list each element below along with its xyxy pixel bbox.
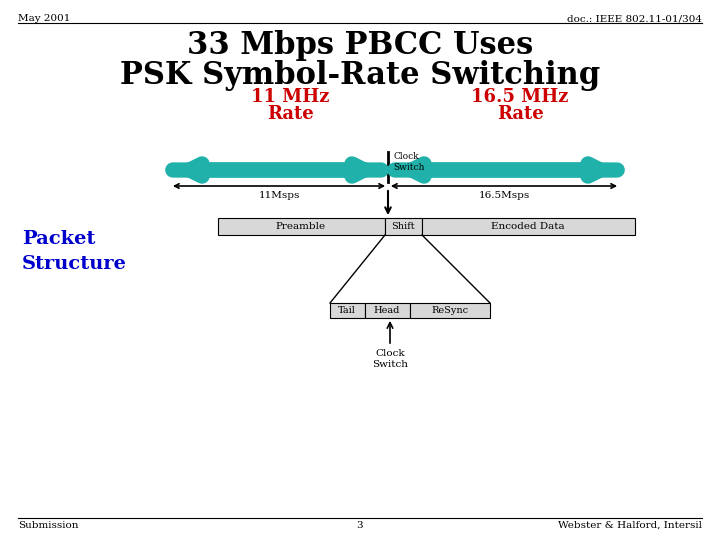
- FancyBboxPatch shape: [385, 218, 422, 235]
- Text: Webster & Halford, Intersil: Webster & Halford, Intersil: [558, 521, 702, 530]
- FancyBboxPatch shape: [365, 303, 410, 318]
- Text: Head: Head: [374, 306, 400, 315]
- Text: ReSync: ReSync: [431, 306, 469, 315]
- Text: PSK Symbol-Rate Switching: PSK Symbol-Rate Switching: [120, 60, 600, 91]
- Text: Shift: Shift: [391, 222, 415, 231]
- FancyBboxPatch shape: [330, 303, 365, 318]
- Text: Tail: Tail: [338, 306, 356, 315]
- Text: Clock
Switch: Clock Switch: [393, 152, 425, 172]
- Text: doc.: IEEE 802.11-01/304: doc.: IEEE 802.11-01/304: [567, 14, 702, 23]
- Text: 33 Mbps PBCC Uses: 33 Mbps PBCC Uses: [187, 30, 533, 61]
- Text: Clock
Switch: Clock Switch: [372, 349, 408, 369]
- Text: 16.5Msps: 16.5Msps: [478, 191, 530, 200]
- Text: Rate: Rate: [266, 105, 313, 123]
- FancyBboxPatch shape: [218, 218, 385, 235]
- Text: Rate: Rate: [497, 105, 544, 123]
- FancyBboxPatch shape: [422, 218, 635, 235]
- Text: Encoded Data: Encoded Data: [491, 222, 564, 231]
- Text: Submission: Submission: [18, 521, 78, 530]
- Text: 3: 3: [356, 521, 364, 530]
- Text: 11Msps: 11Msps: [258, 191, 300, 200]
- Text: Packet
Structure: Packet Structure: [22, 230, 127, 273]
- Text: Preamble: Preamble: [276, 222, 326, 231]
- FancyBboxPatch shape: [410, 303, 490, 318]
- Text: May 2001: May 2001: [18, 14, 71, 23]
- Text: 11 MHz: 11 MHz: [251, 88, 329, 106]
- Text: 16.5 MHz: 16.5 MHz: [472, 88, 569, 106]
